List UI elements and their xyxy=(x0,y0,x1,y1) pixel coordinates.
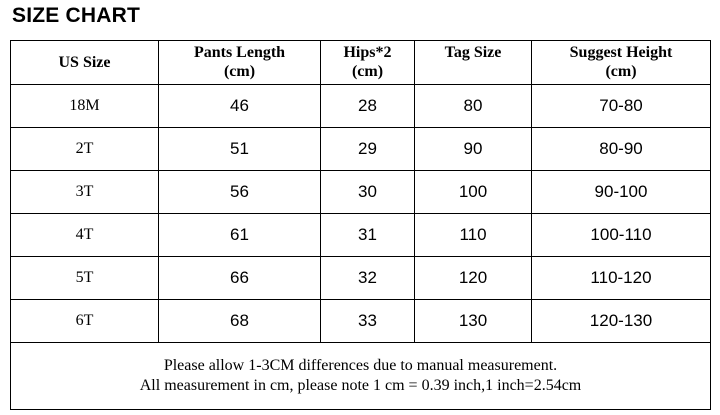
header-hips: Hips*2 (cm) xyxy=(320,40,415,85)
cell-us-size: 4T xyxy=(10,213,159,257)
cell-tag-size: 90 xyxy=(414,127,532,171)
cell-us-size: 5T xyxy=(10,256,159,300)
cell-suggest-height: 70-80 xyxy=(531,84,711,128)
cell-hips: 29 xyxy=(320,127,415,171)
cell-pants-length: 68 xyxy=(158,299,321,343)
cell-suggest-height: 110-120 xyxy=(531,256,711,300)
cell-hips: 33 xyxy=(320,299,415,343)
cell-pants-length: 56 xyxy=(158,170,321,214)
size-chart-table: US Size Pants Length (cm) Hips*2 (cm) Tag … xyxy=(10,40,711,410)
chart-title: SIZE CHART xyxy=(12,4,140,27)
cell-pants-length: 51 xyxy=(158,127,321,171)
header-row: US Size Pants Length (cm) Hips*2 (cm) Tag … xyxy=(10,40,711,85)
cell-pants-length: 66 xyxy=(158,256,321,300)
table-row: 2T 51 29 90 80-90 xyxy=(10,127,711,171)
notes-row: Please allow 1-3CM differences due to ma… xyxy=(10,342,711,410)
cell-hips: 32 xyxy=(320,256,415,300)
cell-us-size: 18M xyxy=(10,84,159,128)
cell-hips: 28 xyxy=(320,84,415,128)
cell-pants-length: 61 xyxy=(158,213,321,257)
header-suggest-height: Suggest Height (cm) xyxy=(531,40,711,85)
table-row: 4T 61 31 110 100-110 xyxy=(10,213,711,257)
note-tolerance: Please allow 1-3CM differences due to ma… xyxy=(163,357,558,374)
header-us-size: US Size xyxy=(10,40,159,85)
cell-tag-size: 110 xyxy=(414,213,532,257)
cell-suggest-height: 120-130 xyxy=(531,299,711,343)
header-pants-length: Pants Length (cm) xyxy=(158,40,321,85)
table-row: 5T 66 32 120 110-120 xyxy=(10,256,711,300)
notes-cell: Please allow 1-3CM differences due to ma… xyxy=(10,342,711,410)
table-row: 3T 56 30 100 90-100 xyxy=(10,170,711,214)
header-tag-size: Tag Size xyxy=(414,40,532,85)
cell-us-size: 6T xyxy=(10,299,159,343)
cell-tag-size: 100 xyxy=(414,170,532,214)
cell-suggest-height: 90-100 xyxy=(531,170,711,214)
table-row: 6T 68 33 130 120-130 xyxy=(10,299,711,343)
table-row: 18M 46 28 80 70-80 xyxy=(10,84,711,128)
cell-hips: 30 xyxy=(320,170,415,214)
cell-tag-size: 120 xyxy=(414,256,532,300)
cell-hips: 31 xyxy=(320,213,415,257)
cell-us-size: 3T xyxy=(10,170,159,214)
note-conversion: All measurement in cm, please note 1 cm … xyxy=(139,377,582,394)
cell-tag-size: 80 xyxy=(414,84,532,128)
cell-suggest-height: 100-110 xyxy=(531,213,711,257)
cell-pants-length: 46 xyxy=(158,84,321,128)
cell-tag-size: 130 xyxy=(414,299,532,343)
cell-us-size: 2T xyxy=(10,127,159,171)
cell-suggest-height: 80-90 xyxy=(531,127,711,171)
